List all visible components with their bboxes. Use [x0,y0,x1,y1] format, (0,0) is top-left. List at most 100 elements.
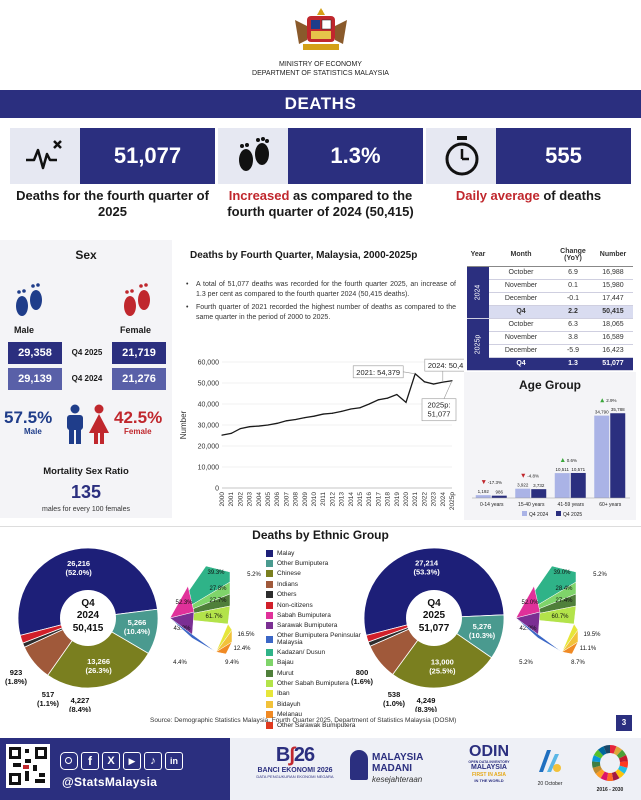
trend-x-tick: 2019 [394,492,401,507]
sex-title: Sex [75,248,97,262]
callout-2021-text: 2021: 54,379 [356,368,400,377]
legend-item: Indians [266,579,386,589]
tiktok-icon[interactable]: ♪ [144,752,162,770]
trend-y-tick: 10,000 [198,465,220,472]
pie-slice-percent: (10.4%) [124,627,151,636]
trend-line-chart: 0 10,000 20,000 30,000 40,000 50,000 60,000 Num… [179,358,464,510]
pie-center-hole [60,590,116,646]
quarter-label-2024: Q4 2024 [71,374,103,383]
trend-x-tick: 2024 [440,492,447,507]
trend-y-tick: 30,000 [198,423,220,430]
trend-x-tick: 2013 [339,492,346,507]
age-legend-label: Q4 2025 [563,512,582,518]
sex-ratio-value: 135 [70,482,102,502]
page-number: 3 [616,715,632,731]
pie-slice-percent: (53.3%) [413,568,440,577]
male-feet-icon [14,280,44,320]
subgroup-percent: 27.4% [555,598,573,604]
trend-point [368,403,370,405]
kpi-increase-value: 1.3% [330,143,381,168]
sdg-wheel-logo: 2016 - 2030 [584,744,636,796]
subgroup-percent: 52.0% [521,600,539,606]
trend-x-tick: 2021 [412,492,419,507]
age-bar-value: 3,732 [533,483,545,488]
social-handle[interactable]: @StatsMalaysia [62,775,158,789]
legend-swatch [266,549,273,557]
legend-label: Iban [277,690,290,698]
age-bar-value: 10,511 [556,467,570,472]
quarter-label-2025: Q4 2025 [71,348,103,357]
page-title: DEATHS [284,94,357,113]
qr-code-icon[interactable] [6,744,50,788]
legend-swatch [266,601,273,609]
legend-label: Other Sarawak Bumiputera [277,721,356,729]
male-percent-label: Male [24,427,42,436]
age-bar [610,413,626,498]
male-count-2024: 29,139 [8,368,62,390]
age-bar [594,415,610,498]
legend-label: Indians [277,580,298,588]
trend-y-tick: 40,000 [198,402,220,409]
instagram-icon[interactable] [60,752,78,770]
pie-slice-value: 4,227 [71,696,90,705]
legend-swatch [266,721,273,729]
legend-label: Malay [277,549,295,557]
subgroup-wedge [169,617,217,653]
pie-slice [392,617,493,689]
age-change-up-icon [560,457,565,462]
trend-point [322,413,324,415]
pie-slice-value: 538 [388,690,401,699]
legend-label: Melanau [277,711,302,719]
pie-center-label: Q4 [81,598,95,609]
legend-item: Others [266,590,386,600]
legend-item: Sarawak Bumiputera [266,621,386,631]
pie-slice-percent: (25.5%) [429,666,456,675]
trend-point [423,381,425,383]
callout-2021-leader [403,371,416,375]
banci-ekonomi-logo: B∫26 BANCI EKONOMI 2026 DATA PENGUKURAN … [256,744,334,779]
subgroup-percent: 12.4% [233,646,251,652]
trend-point [350,408,352,410]
subgroup-percent: 5.2% [247,572,261,578]
legend-swatch [266,580,273,588]
age-bar-chart: 1,192 986 -17.3% 0-14 years 3,922 3,732 -4.8% 1… [472,398,630,518]
trend-x-tick: 2022 [421,492,428,507]
legend-swatch [266,560,273,568]
youtube-icon[interactable]: ▶ [123,752,141,770]
table-header-number: Number [593,244,633,267]
male-percent: 57.5% [4,408,53,427]
female-label: Female [120,325,152,335]
x-twitter-icon[interactable]: X [102,752,120,770]
trend-x-tick: 2025p [449,492,456,510]
male-label: Male [14,325,35,335]
sex-ratio-title: Mortality Sex Ratio [43,466,129,477]
subgroup-percent: 39.0% [553,570,571,576]
kpi-daily: 555 [426,128,631,184]
sex-ratio-caption: males for every 100 females [42,506,130,513]
ethnic-title: Deaths by Ethnic Group [252,528,389,542]
trend-x-tick: 2004 [256,492,263,507]
facebook-icon[interactable]: f [81,752,99,770]
kpi-deaths: 51,077 [10,128,215,184]
age-change-label: 0.6% [567,458,577,463]
department-name: DEPARTMENT OF STATISTICS MALAYSIA [252,70,389,77]
kpi-daily-value: 555 [545,143,582,168]
trend-point [239,427,241,430]
callout-2025-label: 2025p: [428,401,451,410]
odin-logo: ODIN OPEN DATA INVENTORY MALAYSIA FIRST … [468,743,510,784]
trend-x-tick: 2017 [375,492,382,507]
pie-slice-percent: (1.6%) [351,677,374,686]
linkedin-icon[interactable]: in [165,752,183,770]
legend-label: Bidayuh [277,700,301,708]
trend-x-tick: 2014 [348,492,355,507]
trend-y-tick: 50,000 [198,381,220,388]
legend-swatch [266,570,273,578]
table-row: December -5.9 16,423 [467,344,633,358]
trend-point [313,415,315,417]
age-change-label: -17.3% [488,480,502,485]
quarter-table: Year Month Change (YoY) Number 2024 Octo… [467,244,633,371]
callout-2024-box [424,358,464,372]
trend-x-tick: 2003 [247,492,254,507]
pie-center-label: Q4 [427,598,441,609]
malaysia-madani-logo: MALAYSIA MADANI kesejahteraan [350,748,450,792]
